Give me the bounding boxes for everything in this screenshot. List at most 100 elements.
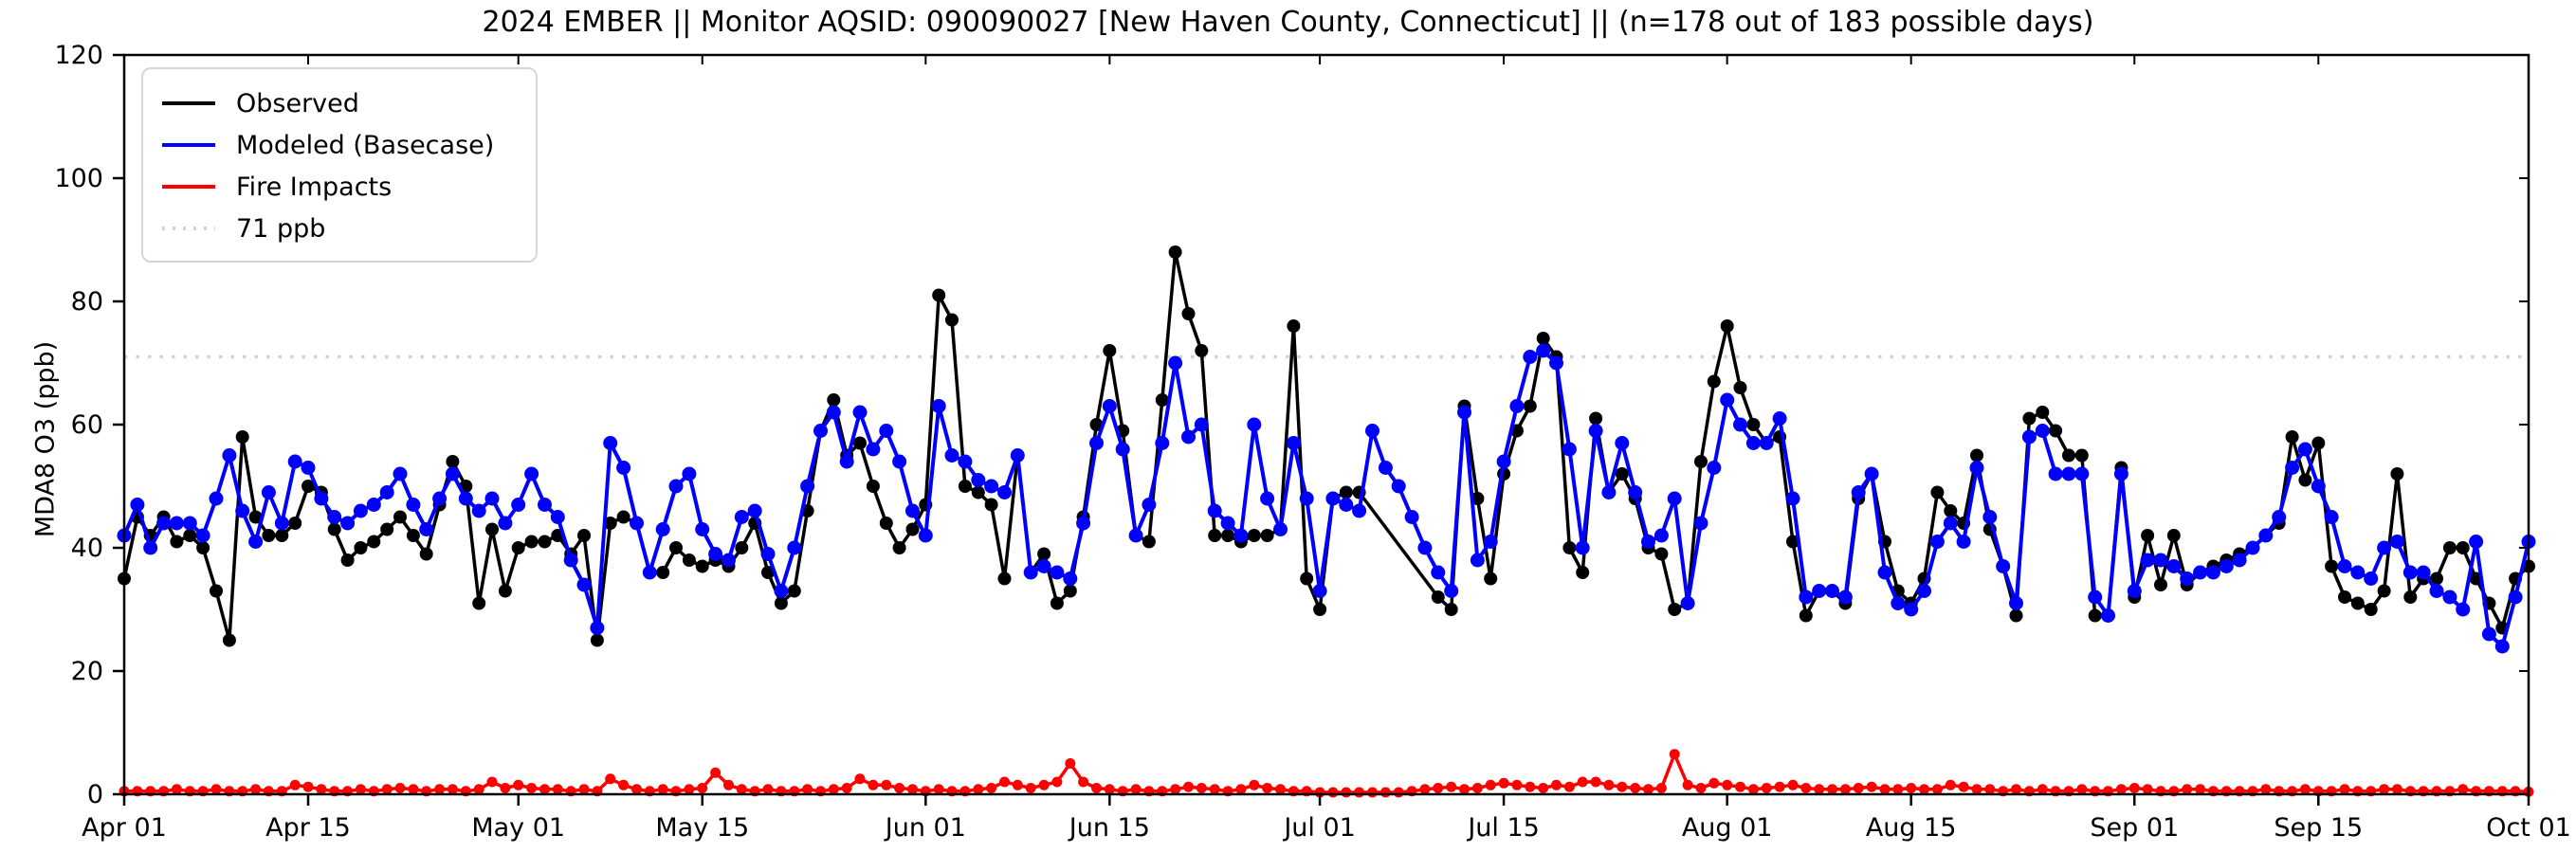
series-marker-observed: [1746, 418, 1761, 431]
y-axis-label: MDA8 O3 (ppb): [30, 340, 61, 538]
series-marker-modeled-basecase-: [195, 528, 210, 543]
series-marker-modeled-basecase-: [1247, 417, 1262, 432]
series-marker-observed: [498, 584, 512, 598]
series-marker-fire-impacts: [723, 779, 734, 790]
series-marker-modeled-basecase-: [1615, 436, 1630, 450]
series-line-fire-impacts: [122, 753, 2530, 794]
series-marker-fire-impacts: [881, 779, 892, 790]
series-marker-observed: [2166, 529, 2181, 542]
series-marker-observed: [1300, 572, 1314, 586]
series-marker-fire-impacts: [605, 773, 616, 785]
series-marker-observed: [2350, 596, 2365, 610]
series-marker-modeled-basecase-: [366, 498, 381, 512]
legend-item-fire: Fire Impacts: [162, 166, 517, 208]
series-marker-fire-impacts: [2260, 784, 2272, 795]
series-marker-modeled-basecase-: [1115, 442, 1130, 457]
series-marker-modeled-basecase-: [1720, 392, 1735, 408]
series-marker-observed: [2298, 473, 2312, 487]
series-marker-observed: [2141, 529, 2155, 542]
series-marker-modeled-basecase-: [1299, 491, 1314, 506]
series-marker-observed: [656, 566, 670, 579]
series-marker-fire-impacts: [1367, 787, 1378, 798]
series-marker-observed: [367, 535, 381, 549]
series-marker-observed: [879, 517, 893, 530]
series-marker-modeled-basecase-: [1693, 516, 1708, 531]
series-marker-fire-impacts: [316, 784, 327, 795]
series-marker-modeled-basecase-: [2494, 639, 2510, 654]
series-marker-modeled-basecase-: [774, 584, 789, 598]
legend-item-refline: 71 ppb: [162, 208, 517, 249]
series-marker-fire-impacts: [539, 784, 550, 795]
series-marker-observed: [446, 455, 460, 468]
series-marker-modeled-basecase-: [1562, 442, 1577, 457]
series-marker-observed: [380, 522, 394, 536]
series-marker-observed: [827, 393, 841, 407]
series-marker-fire-impacts: [1892, 784, 1904, 795]
series-marker-fire-impacts: [381, 784, 393, 795]
series-marker-modeled-basecase-: [2285, 461, 2300, 475]
series-marker-fire-impacts: [2339, 784, 2350, 795]
series-marker-fire-impacts: [618, 779, 630, 790]
series-marker-observed: [340, 554, 355, 567]
series-marker-observed: [1733, 381, 1747, 394]
series-marker-observed: [1063, 584, 1077, 598]
series-marker-observed: [2442, 541, 2457, 554]
series-marker-modeled-basecase-: [1851, 485, 1866, 499]
series-marker-modeled-basecase-: [2180, 572, 2195, 586]
series-marker-fire-impacts: [973, 784, 984, 795]
series-marker-modeled-basecase-: [1378, 461, 1393, 475]
legend-label-observed: Observed: [236, 88, 359, 118]
series-marker-fire-impacts: [1655, 783, 1667, 793]
series-marker-modeled-basecase-: [1155, 436, 1170, 450]
series-marker-fire-impacts: [1643, 784, 1653, 795]
series-marker-observed: [590, 633, 604, 647]
series-marker-fire-impacts: [1170, 784, 1181, 795]
series-marker-modeled-basecase-: [1063, 572, 1078, 586]
series-marker-modeled-basecase-: [1076, 516, 1091, 531]
x-tick-label: Jun 01: [884, 813, 966, 843]
series-marker-fire-impacts: [1209, 784, 1220, 795]
series-marker-observed: [905, 522, 920, 536]
y-tick-label: 0: [87, 780, 103, 809]
series-marker-observed: [1155, 393, 1169, 407]
series-marker-modeled-basecase-: [997, 485, 1012, 499]
series-marker-observed: [2377, 584, 2391, 598]
series-marker-modeled-basecase-: [550, 510, 565, 524]
series-marker-fire-impacts: [2195, 784, 2206, 795]
series-marker-observed: [2088, 608, 2102, 623]
series-marker-observed: [210, 584, 223, 598]
series-marker-observed: [2403, 590, 2418, 604]
series-marker-modeled-basecase-: [2337, 559, 2352, 573]
series-marker-modeled-basecase-: [2021, 429, 2037, 445]
series-marker-modeled-basecase-: [1325, 491, 1341, 506]
series-marker-fire-impacts: [1708, 777, 1720, 789]
x-tick-label: Sep 01: [2090, 813, 2179, 843]
series-marker-modeled-basecase-: [590, 621, 605, 635]
series-marker-modeled-basecase-: [905, 503, 920, 518]
series-marker-modeled-basecase-: [1812, 584, 1827, 598]
series-marker-modeled-basecase-: [747, 503, 762, 518]
x-tick-label: Apr 01: [82, 813, 167, 843]
series-marker-modeled-basecase-: [2297, 442, 2312, 457]
series-marker-observed: [1050, 596, 1064, 610]
series-marker-fire-impacts: [1538, 783, 1549, 793]
series-marker-observed: [932, 288, 946, 302]
series-marker-modeled-basecase-: [931, 399, 946, 413]
series-marker-observed: [958, 480, 972, 493]
series-marker-modeled-basecase-: [1417, 540, 1433, 555]
x-tick-label: Aug 01: [1682, 813, 1773, 843]
series-marker-modeled-basecase-: [1010, 448, 1025, 463]
series-marker-modeled-basecase-: [1996, 559, 2011, 573]
chart-title: 2024 EMBER || Monitor AQSID: 090090027 […: [482, 6, 2094, 39]
series-marker-modeled-basecase-: [2232, 553, 2247, 568]
series-marker-modeled-basecase-: [1745, 436, 1761, 450]
series-marker-modeled-basecase-: [2113, 466, 2128, 481]
series-marker-observed: [735, 541, 749, 554]
series-marker-modeled-basecase-: [958, 454, 973, 469]
series-marker-modeled-basecase-: [2140, 553, 2155, 568]
series-marker-fire-impacts: [1735, 781, 1745, 792]
series-marker-modeled-basecase-: [2311, 479, 2326, 494]
series-marker-fire-impacts: [1025, 783, 1036, 793]
series-marker-observed: [1536, 332, 1550, 345]
